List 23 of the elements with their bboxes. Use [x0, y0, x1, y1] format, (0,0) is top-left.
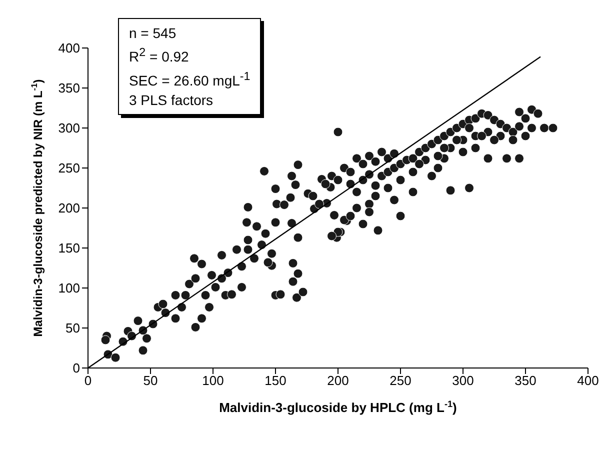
x-axis-title: Malvidin-3-glucoside by HPLC (mg L$^{-1}$) [219, 399, 457, 415]
y-tick-label: 50 [66, 320, 80, 336]
x-tick-label: 350 [514, 373, 536, 388]
y-tick-label: 400 [58, 40, 80, 56]
annotation: SEC = 26.60 mgL$^{-1}$ [129, 68, 250, 90]
x-tick-label: 400 [577, 373, 599, 388]
y-tick-label: 200 [58, 200, 80, 216]
x-tick-label: 250 [390, 373, 412, 388]
annotation: R$^{2}$ = 0.92 [129, 45, 190, 67]
text-box: n = 545 R$^{2}$ = 0.92 SEC = 26.60 mgL$^{-1}$ 3 PLS factors [118, 18, 262, 116]
annotation: 3 PLS factors [129, 91, 214, 110]
y-tick-label: 150 [58, 240, 80, 256]
y-tick-label: 100 [58, 280, 80, 296]
x-tick-label: 100 [202, 373, 224, 388]
y-tick-label: 250 [58, 160, 80, 176]
x-tick-label: 300 [452, 373, 474, 388]
x-tick-label: 200 [327, 373, 349, 388]
x-tick-label: 150 [264, 373, 286, 388]
x-tick-label: 50 [143, 373, 158, 388]
y-tick-label: 300 [58, 120, 80, 136]
y-tick-label: 0 [72, 360, 80, 376]
y-tick-label: 350 [58, 80, 80, 96]
x-tick-label: 0 [84, 373, 92, 388]
